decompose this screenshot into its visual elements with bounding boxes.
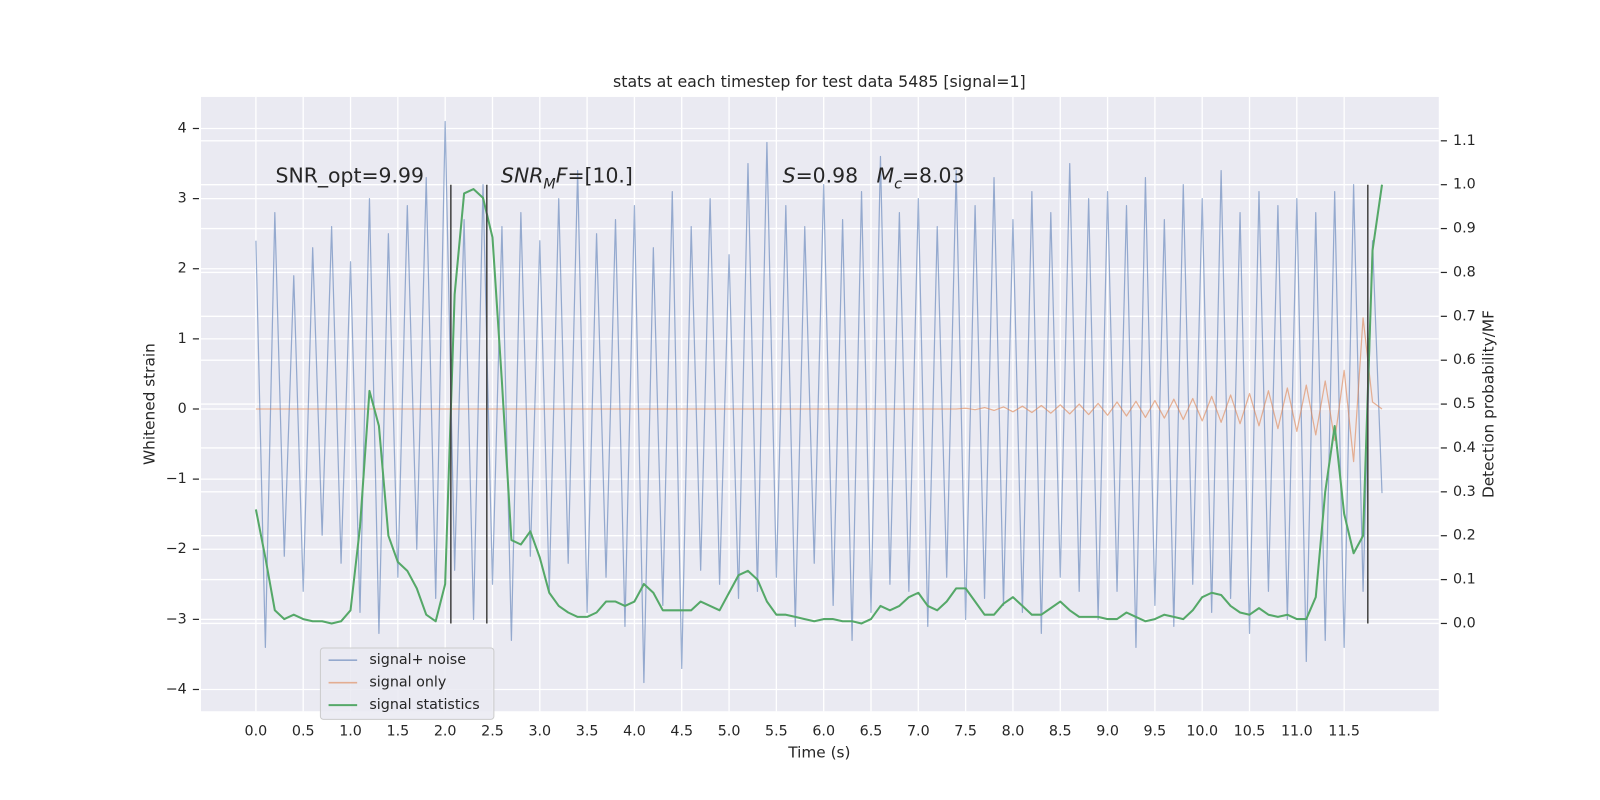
x-tick-label: 5.5	[765, 724, 788, 740]
x-tick-label: 8.5	[1049, 724, 1072, 740]
legend-label: signal only	[369, 675, 446, 691]
x-tick-label: 0.0	[245, 724, 268, 740]
x-tick-label: 7.5	[954, 724, 977, 740]
y-tick-label: −4	[166, 681, 187, 697]
annotation-part: =0.98	[796, 164, 859, 188]
x-tick-label: 11.5	[1328, 724, 1360, 740]
y2-tick-label: 0.5	[1453, 396, 1476, 412]
x-tick-label: 1.5	[387, 724, 410, 740]
x-tick-label: 11.0	[1281, 724, 1313, 740]
labels: 0.0 0.5 1.0 1.5 2.0 2.5 3.0 3.5 4.0 4.5 5.0 5.5 6.0 6…	[166, 120, 1476, 739]
annotation-part: SNR	[501, 164, 543, 188]
y2-tick-label: 0.4	[1453, 440, 1476, 456]
annotation-part: S	[783, 164, 796, 188]
annotation: Mc=8.03	[877, 164, 965, 193]
annotation: SNR_opt=9.99	[276, 164, 424, 189]
y2-tick-label: 0.9	[1453, 221, 1476, 237]
annotation-part: c	[894, 177, 902, 193]
y2-tick-label: 0.2	[1453, 528, 1476, 544]
y2-tick-label: 1.0	[1453, 177, 1476, 193]
x-tick-label: 10.5	[1234, 724, 1266, 740]
annotation-part: SNR_opt=9.99	[276, 164, 424, 189]
y2-axis-label: Detection probability/MF	[1479, 310, 1497, 498]
legend-label: signal statistics	[369, 697, 479, 713]
x-tick-label: 3.5	[576, 724, 599, 740]
marks	[254, 120, 1384, 684]
x-tick-label: 5.0	[718, 724, 741, 740]
annotation: SNRMF=[10.]	[501, 164, 633, 193]
legend-label: signal+ noise	[369, 652, 466, 668]
x-tick-label: 6.5	[860, 724, 883, 740]
annotation-part: =[10.]	[567, 164, 632, 188]
x-tick-label: 9.0	[1096, 724, 1119, 740]
series-line	[255, 317, 1383, 463]
x-tick-label: 3.0	[528, 724, 551, 740]
y2-tick-label: 0.3	[1453, 484, 1476, 500]
x-tick-label: 4.5	[670, 724, 693, 740]
x-tick-label: 7.0	[907, 724, 930, 740]
y-axis-label: Whitened strain	[141, 343, 159, 465]
x-tick-label: 9.5	[1144, 724, 1167, 740]
x-tick-label: 0.5	[292, 724, 315, 740]
series-line	[254, 184, 1384, 625]
annotation-part: M	[543, 177, 555, 193]
x-axis-label: Time (s)	[787, 744, 850, 762]
y-tick-label: 0	[178, 401, 187, 417]
annotation-part: =8.03	[902, 164, 965, 188]
x-tick-label: 4.0	[623, 724, 646, 740]
y-tick-label: 3	[178, 191, 187, 207]
legend: signal+ noise signal only signal statistic…	[319, 647, 495, 720]
x-tick-label: 1.0	[339, 724, 362, 740]
y2-tick-label: 0.8	[1453, 264, 1476, 280]
chart-title: stats at each timestep for test data 548…	[613, 72, 1026, 91]
y2-tick-label: 0.6	[1453, 352, 1476, 368]
y-tick-label: −3	[166, 611, 187, 627]
x-tick-label: 2.5	[481, 724, 504, 740]
y-tick-label: −2	[166, 541, 187, 557]
y-tick-label: −1	[166, 471, 187, 487]
x-tick-label: 6.0	[812, 724, 835, 740]
y-tick-label: 2	[178, 261, 187, 277]
y2-tick-label: 1.1	[1453, 133, 1476, 149]
series-line	[255, 120, 1383, 684]
y-tick-label: 4	[178, 120, 187, 136]
legend-box	[319, 647, 495, 720]
x-tick-label: 10.0	[1186, 724, 1218, 740]
annotation: S=0.98	[783, 164, 858, 188]
y2-tick-label: 0.0	[1453, 615, 1476, 631]
y2-tick-label: 0.1	[1453, 572, 1476, 588]
y-tick-label: 1	[178, 331, 187, 347]
annotation-part: M	[877, 164, 895, 188]
y2-tick-label: 0.7	[1453, 308, 1476, 324]
x-tick-label: 8.0	[1002, 724, 1025, 740]
x-tick-label: 2.0	[434, 724, 457, 740]
annotation-part: F	[556, 164, 568, 188]
